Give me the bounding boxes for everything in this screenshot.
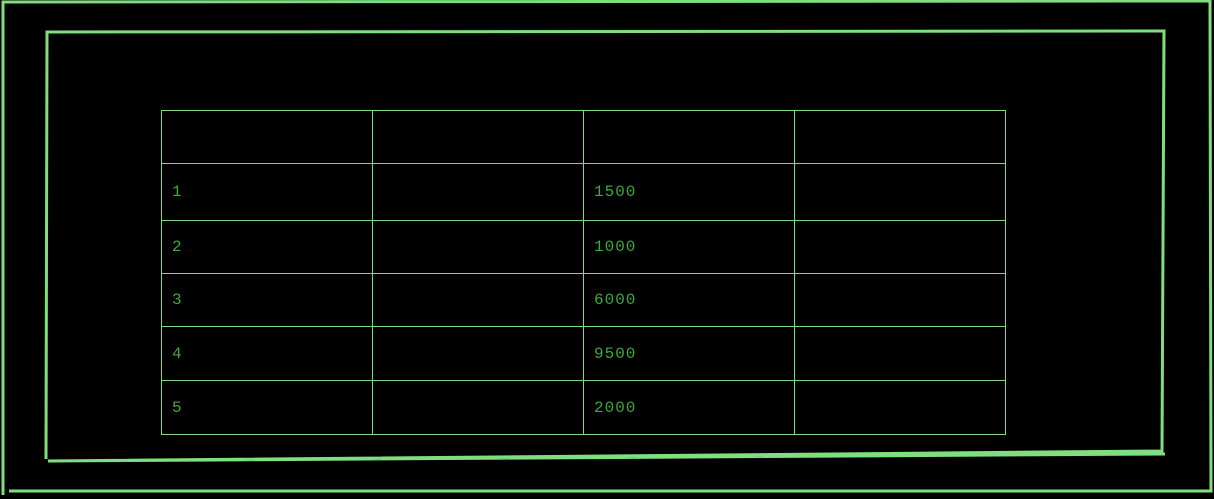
header-cell (583, 110, 795, 164)
table-row: 4 9500 (161, 326, 1006, 381)
row-id-cell: 2 (161, 220, 373, 274)
row-id-cell: 4 (161, 326, 373, 381)
table-row: 3 6000 (161, 273, 1006, 327)
table-cell (794, 220, 1006, 274)
table-row: 5 2000 (161, 380, 1006, 435)
table-cell (794, 163, 1006, 221)
data-table: 1 1500 2 1000 3 6000 4 9500 5 2000 (161, 110, 1006, 435)
row-id-cell: 3 (161, 273, 373, 327)
amount-cell: 2000 (583, 380, 795, 435)
table-cell (794, 273, 1006, 327)
table-row: 2 1000 (161, 220, 1006, 274)
table-cell (794, 326, 1006, 381)
header-cell (372, 110, 584, 164)
header-cell (161, 110, 373, 164)
table-cell (372, 220, 584, 274)
amount-cell: 1500 (583, 163, 795, 221)
table-header-row (161, 110, 1006, 164)
table-cell (794, 380, 1006, 435)
amount-cell: 6000 (583, 273, 795, 327)
table-cell (372, 380, 584, 435)
amount-cell: 1000 (583, 220, 795, 274)
amount-cell: 9500 (583, 326, 795, 381)
table-row: 1 1500 (161, 163, 1006, 221)
table-cell (372, 273, 584, 327)
row-id-cell: 1 (161, 163, 373, 221)
table-cell (372, 326, 584, 381)
table-cell (372, 163, 584, 221)
header-cell (794, 110, 1006, 164)
row-id-cell: 5 (161, 380, 373, 435)
